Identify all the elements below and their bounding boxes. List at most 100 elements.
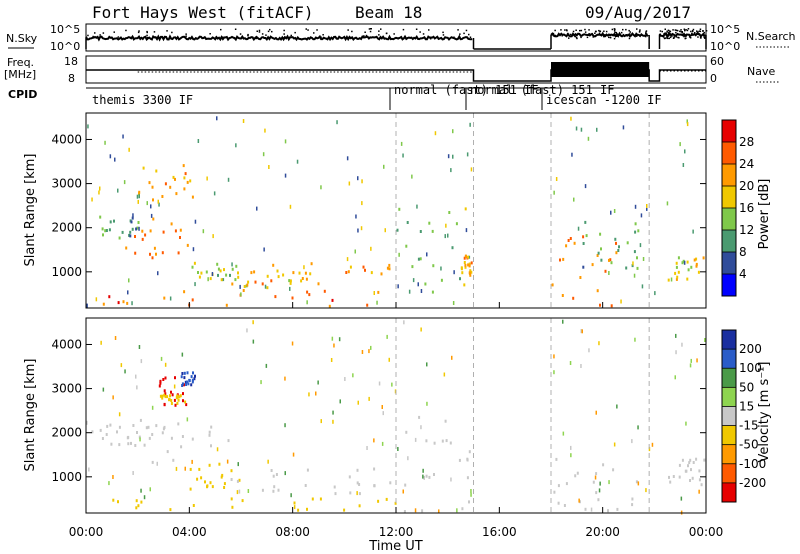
velocity-cell bbox=[105, 433, 108, 436]
velocity-scatter-cell bbox=[456, 508, 458, 513]
power-cell bbox=[469, 273, 472, 277]
velocity-cell bbox=[177, 422, 180, 426]
noise-left-tick-bottom: 10^0 bbox=[50, 40, 80, 53]
noise-search-dot bbox=[681, 33, 683, 36]
velocity-scatter-cell bbox=[562, 431, 565, 436]
power-cell bbox=[609, 258, 612, 262]
velocity-cell bbox=[181, 384, 184, 387]
noise-search-dot bbox=[369, 30, 372, 33]
noise-search-dot bbox=[683, 34, 686, 37]
velocity-cell bbox=[148, 436, 151, 440]
power-cell bbox=[615, 251, 618, 255]
velocity-scatter-cell bbox=[135, 374, 137, 379]
power-scatter-cell bbox=[683, 260, 686, 265]
noise-search-dot bbox=[365, 34, 368, 37]
power-cell bbox=[551, 283, 554, 287]
velocity-cell bbox=[178, 395, 181, 399]
power-colorbar-swatch bbox=[722, 120, 736, 143]
velocity-cell bbox=[136, 431, 138, 434]
velocity-cell bbox=[172, 458, 175, 462]
velocity-scatter-cell bbox=[356, 491, 358, 496]
velocity-scatter-cell bbox=[124, 369, 126, 374]
noise-search-dot bbox=[252, 38, 254, 40]
velocity-scatter-cell bbox=[382, 411, 384, 416]
velocity-scatter-cell bbox=[581, 329, 583, 334]
velocity-cell bbox=[179, 394, 182, 398]
noise-search-dot bbox=[579, 29, 581, 32]
noise-search-dot bbox=[364, 31, 366, 33]
velocity-cell bbox=[159, 394, 162, 398]
noise-search-dot bbox=[696, 33, 698, 35]
velocity-scatter-cell bbox=[637, 481, 640, 486]
noise-search-dot bbox=[659, 30, 662, 32]
velocity-ylabel: Slant Range [km] bbox=[23, 359, 38, 472]
power-cell bbox=[200, 271, 203, 275]
velocity-cell bbox=[130, 441, 132, 445]
power-cell bbox=[183, 187, 186, 191]
power-scatter-cell bbox=[361, 201, 363, 206]
velocity-cell bbox=[691, 476, 694, 480]
velocity-cell bbox=[176, 401, 179, 405]
velocity-cell bbox=[468, 500, 470, 504]
velocity-cell bbox=[293, 501, 296, 505]
power-scatter-cell bbox=[99, 186, 101, 191]
power-scatter-cell bbox=[169, 296, 172, 301]
power-cell bbox=[274, 295, 277, 299]
velocity-cell bbox=[449, 441, 452, 445]
noise-search-dot bbox=[699, 28, 702, 30]
noise-search-dot bbox=[625, 28, 627, 31]
power-scatter-cell bbox=[284, 173, 287, 178]
velocity-scatter-cell bbox=[414, 508, 417, 513]
power-cell bbox=[261, 282, 264, 286]
velocity-cell bbox=[425, 474, 428, 478]
power-scatter-cell bbox=[117, 188, 119, 193]
power-cell bbox=[470, 261, 473, 265]
power-colorbar: 28 24 20 16 12 8 4 bbox=[721, 119, 754, 297]
power-scatter-cell bbox=[465, 228, 468, 233]
power-cell bbox=[289, 281, 292, 285]
noise-search-dot bbox=[595, 30, 597, 33]
power-cell bbox=[217, 273, 219, 277]
velocity-cell bbox=[204, 480, 206, 484]
velocity-cell bbox=[159, 379, 162, 383]
noise-search-dot bbox=[636, 28, 638, 30]
cpid-segment-themis: themis 3300 IF bbox=[92, 93, 193, 107]
noise-search-dot bbox=[283, 29, 285, 32]
power-cell bbox=[349, 265, 352, 269]
power-cell bbox=[451, 246, 454, 250]
velocity-colorbar-label: -15 bbox=[739, 419, 759, 433]
power-cell bbox=[562, 257, 565, 261]
power-cell bbox=[288, 279, 291, 283]
power-scatter-cell bbox=[91, 197, 93, 202]
power-cell bbox=[266, 274, 269, 278]
power-cell bbox=[304, 271, 307, 275]
power-cell bbox=[675, 265, 678, 269]
power-scatter-cell bbox=[384, 228, 386, 233]
noise-search-dot bbox=[99, 34, 101, 36]
noise-search-dot bbox=[675, 36, 677, 38]
power-cell bbox=[298, 271, 301, 275]
noise-sky-line bbox=[85, 34, 473, 42]
velocity-cell bbox=[140, 500, 143, 504]
power-cell bbox=[610, 261, 613, 265]
velocity-cell bbox=[703, 458, 706, 462]
velocity-cell bbox=[208, 430, 211, 434]
power-scatter-cell bbox=[194, 219, 197, 224]
noise-search-dot bbox=[638, 31, 641, 33]
velocity-cell bbox=[181, 435, 184, 438]
velocity-cell bbox=[688, 461, 691, 465]
noise-search-dot bbox=[102, 32, 105, 34]
power-scatter-cell bbox=[212, 234, 214, 239]
velocity-cell bbox=[169, 508, 172, 512]
velocity-scatter-cell bbox=[265, 363, 268, 368]
power-cell bbox=[625, 266, 628, 270]
power-scatter-cell bbox=[336, 120, 338, 125]
power-scatter-cell bbox=[571, 152, 573, 157]
velocity-cell bbox=[689, 458, 692, 462]
noise-search-dot bbox=[137, 31, 140, 34]
noise-search-dot bbox=[675, 29, 678, 32]
power-scatter-cell bbox=[150, 204, 152, 209]
velocity-scatter-cell bbox=[580, 364, 582, 368]
cpid-segment-icescan: icescan -1200 IF bbox=[546, 93, 662, 107]
noise-left-tick-top: 10^5 bbox=[50, 23, 80, 36]
